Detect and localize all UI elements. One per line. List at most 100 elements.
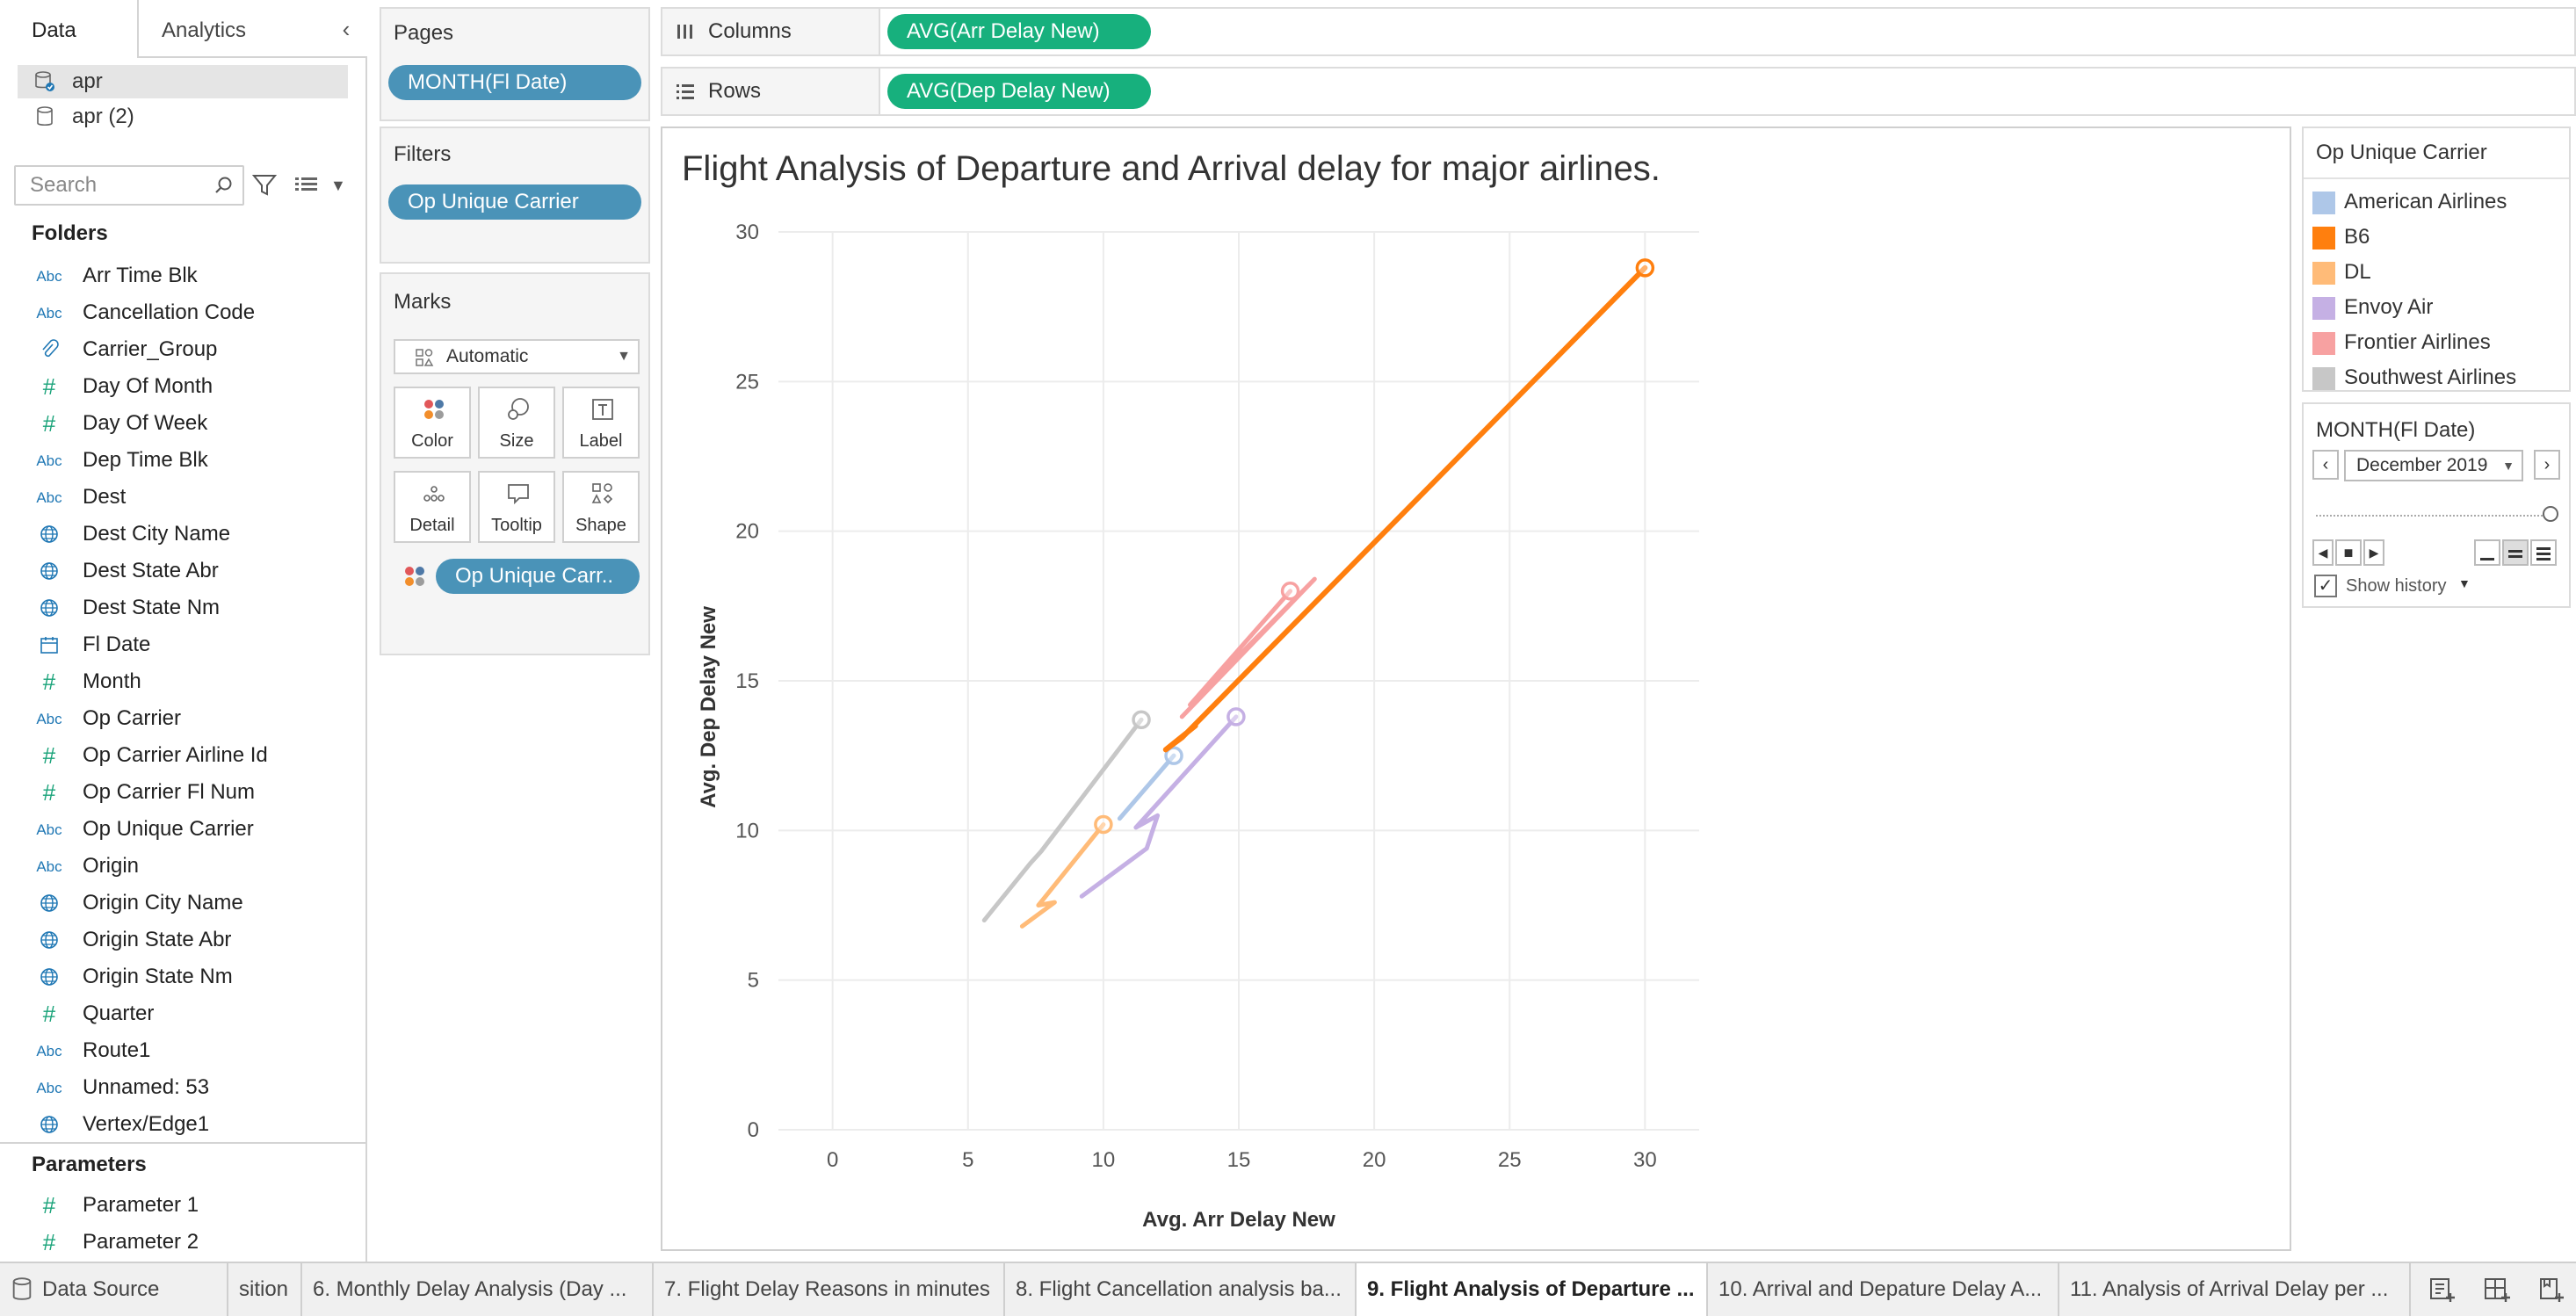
view-list-icon[interactable] [293, 172, 320, 199]
field-item[interactable]: Abc Arr Time Blk [32, 258, 197, 293]
play-forward-button[interactable]: ▶ [2363, 539, 2384, 566]
field-item[interactable]: Origin State Abr [32, 922, 231, 958]
rows-shelf: Rows AVG(Dep Delay New) [661, 67, 2576, 116]
next-page-button[interactable]: › [2534, 450, 2560, 480]
field-item[interactable]: Origin City Name [32, 886, 243, 921]
legend-item[interactable]: Southwest Airlines [2312, 360, 2516, 395]
field-item[interactable]: Fl Date [32, 627, 150, 662]
globe-icon [32, 886, 67, 921]
tooltip-label: Tooltip [491, 516, 542, 535]
sheet-tab[interactable]: 6. Monthly Delay Analysis (Day ... [302, 1263, 654, 1316]
field-item[interactable]: # Month [32, 664, 141, 699]
new-worksheet-icon[interactable] [2428, 1276, 2457, 1304]
field-item[interactable]: Abc Dest [32, 480, 126, 515]
search-input[interactable]: Search [14, 165, 244, 206]
page-slider-track[interactable] [2316, 515, 2553, 518]
legend-item[interactable]: American Airlines [2312, 184, 2507, 220]
legend-swatch [2312, 262, 2335, 285]
show-history-dropdown-icon[interactable]: ▼ [2458, 576, 2471, 590]
datasource-label: apr [72, 69, 103, 93]
show-history-checkbox[interactable]: ✓ [2314, 575, 2337, 597]
previous-page-button[interactable]: ‹ [2312, 450, 2339, 480]
legend-label: B6 [2344, 225, 2370, 249]
parameter-item[interactable]: # Parameter 2 [32, 1225, 199, 1260]
view-options-caret-icon[interactable]: ▼ [330, 177, 346, 194]
marks-card: Marks Automatic ▼ Color Size Label [380, 272, 650, 655]
legend-item[interactable]: Envoy Air [2312, 290, 2433, 325]
marks-color-pill[interactable]: Op Unique Carr.. [436, 559, 640, 594]
x-tick-label: 10 [1092, 1148, 1116, 1172]
page-slider-thumb[interactable] [2543, 506, 2558, 522]
speed-medium-button[interactable] [2502, 539, 2529, 566]
label-button[interactable]: Label [562, 387, 640, 459]
field-item[interactable]: Abc Unnamed: 53 [32, 1070, 209, 1105]
sheet-tab[interactable]: 9. Flight Analysis of Departure ... [1357, 1263, 1708, 1316]
page-select[interactable]: December 2019 ▼ [2344, 450, 2523, 481]
field-item[interactable]: Abc Op Unique Carrier [32, 812, 254, 847]
database-icon [12, 1277, 32, 1300]
calendar-icon [32, 627, 67, 662]
field-item[interactable]: Dest City Name [32, 517, 230, 552]
series-trail-b6 [1162, 264, 1648, 753]
size-button[interactable]: Size [478, 387, 555, 459]
speed-medium-icon [2508, 550, 2522, 553]
play-backward-button[interactable]: ◀ [2312, 539, 2334, 566]
parameter-label: Parameter 1 [83, 1193, 199, 1217]
field-label: Op Unique Carrier [83, 817, 254, 841]
mark-type-select[interactable]: Automatic ▼ [394, 339, 640, 374]
data-point-envoy-air [1226, 707, 1246, 727]
field-item[interactable]: # Day Of Week [32, 406, 208, 441]
globe-icon [32, 553, 67, 589]
x-tick-label: 20 [1363, 1148, 1386, 1172]
field-item[interactable]: # Day Of Month [32, 369, 213, 404]
speed-fast-button[interactable] [2530, 539, 2557, 566]
sheet-tab[interactable]: sition [228, 1263, 302, 1316]
field-item[interactable]: # Op Carrier Airline Id [32, 738, 268, 773]
globe-icon [32, 1107, 67, 1142]
legend-item[interactable]: DL [2312, 255, 2371, 290]
field-item[interactable]: Origin State Nm [32, 959, 233, 994]
field-item[interactable]: Abc Dep Time Blk [32, 443, 207, 478]
sheet-tab[interactable]: 10. Arrival and Depature Delay A... [1708, 1263, 2059, 1316]
sheet-tab[interactable]: 11. Analysis of Arrival Delay per ... [2059, 1263, 2411, 1316]
color-button[interactable]: Color [394, 387, 471, 459]
detail-button[interactable]: Detail [394, 471, 471, 543]
tab-analytics[interactable]: Analytics ‹ [137, 0, 367, 58]
field-item[interactable]: Abc Origin [32, 849, 139, 884]
legend-item[interactable]: Frontier Airlines [2312, 325, 2491, 360]
tooltip-icon [508, 484, 529, 505]
field-item[interactable]: Abc Route1 [32, 1033, 150, 1068]
speed-slow-button[interactable] [2474, 539, 2500, 566]
parameter-item[interactable]: # Parameter 1 [32, 1188, 199, 1223]
new-story-icon[interactable] [2537, 1276, 2565, 1304]
rows-pill[interactable]: AVG(Dep Delay New) [887, 74, 1151, 109]
filter-icon[interactable] [251, 172, 278, 199]
datasource-item-apr-2[interactable]: apr (2) [18, 100, 348, 134]
field-item[interactable]: Abc Cancellation Code [32, 295, 255, 330]
tooltip-button[interactable]: Tooltip [478, 471, 555, 543]
datasource-item-apr[interactable]: apr [18, 65, 348, 98]
field-item[interactable]: # Quarter [32, 996, 155, 1031]
collapse-pane-icon[interactable]: ‹ [342, 16, 351, 42]
field-item[interactable]: Dest State Abr [32, 553, 219, 589]
sheet-tab[interactable]: 8. Flight Cancellation analysis ba... [1005, 1263, 1357, 1316]
data-source-tab-label: Data Source [42, 1277, 160, 1301]
field-item[interactable]: Vertex/Edge1 [32, 1107, 209, 1142]
shape-button[interactable]: Shape [562, 471, 640, 543]
search-icon[interactable] [214, 176, 234, 195]
y-tick-label: 25 [735, 370, 759, 394]
tab-data[interactable]: Data [0, 0, 137, 58]
filters-pill[interactable]: Op Unique Carrier [388, 184, 641, 220]
scatter-path-chart: 0 5 10 15 20 25 30 0 5 10 15 20 25 30 Avg. Arr Delay N… [697, 221, 1699, 1232]
field-item[interactable]: # Op Carrier Fl Num [32, 775, 255, 810]
sheet-tab[interactable]: 7. Flight Delay Reasons in minutes [654, 1263, 1005, 1316]
new-dashboard-icon[interactable] [2483, 1276, 2511, 1304]
field-item[interactable]: Abc Op Carrier [32, 701, 181, 736]
columns-pill[interactable]: AVG(Arr Delay New) [887, 14, 1151, 49]
field-item[interactable]: Dest State Nm [32, 590, 220, 625]
field-item[interactable]: Carrier_Group [32, 332, 217, 367]
pages-pill[interactable]: MONTH(Fl Date) [388, 65, 641, 100]
stop-button[interactable]: ■ [2335, 539, 2362, 566]
legend-item[interactable]: B6 [2312, 220, 2370, 255]
data-source-tab[interactable]: Data Source [0, 1263, 228, 1316]
